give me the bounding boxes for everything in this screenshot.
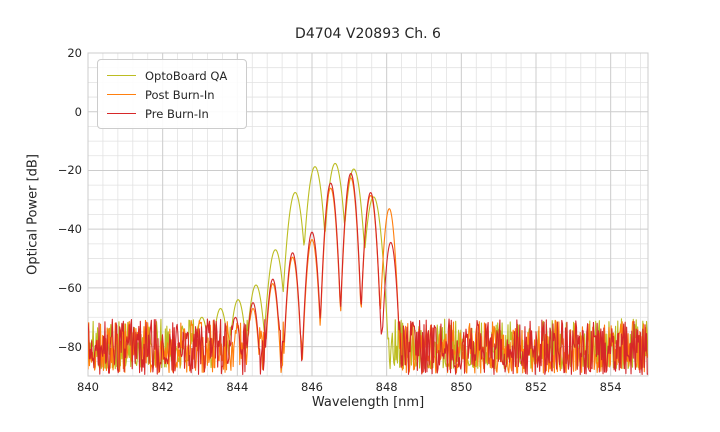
legend-label-optoboard-qa: OptoBoard QA [145, 68, 228, 83]
legend-item-post-burn-in: Post Burn-In [107, 85, 237, 104]
y-tick-label: −20 [57, 163, 82, 178]
x-tick-label: 844 [226, 380, 249, 394]
y-tick-label: −40 [57, 222, 82, 237]
x-tick-label: 848 [375, 380, 398, 394]
y-tick-label: −80 [57, 339, 82, 354]
x-axis-label: Wavelength [nm] [311, 395, 425, 410]
legend-line-sample-optoboard-qa [107, 75, 136, 76]
y-axis-label: Optical Power [dB] [25, 154, 41, 275]
x-tick-label: 852 [525, 380, 547, 394]
y-tick-label: 20 [67, 46, 82, 60]
x-tick-label: 850 [450, 380, 473, 394]
x-tick-label: 846 [301, 380, 323, 394]
legend-line-sample-post-burn-in [107, 94, 136, 95]
legend-item-optoboard-qa: OptoBoard QA [107, 66, 237, 85]
chart-title: D4704 V20893 Ch. 6 [295, 26, 441, 42]
y-tick-label: 0 [74, 104, 82, 119]
x-tick-label: 854 [599, 380, 622, 394]
legend: OptoBoard QA Post Burn-In Pre Burn-In [97, 59, 247, 129]
x-tick-label: 840 [77, 380, 99, 394]
legend-line-sample-pre-burn-in [107, 113, 136, 114]
legend-label-pre-burn-in: Pre Burn-In [145, 106, 209, 121]
legend-item-pre-burn-in: Pre Burn-In [107, 104, 237, 123]
x-tick-label: 842 [151, 380, 174, 394]
legend-label-post-burn-in: Post Burn-In [145, 87, 215, 102]
y-tick-label: −60 [57, 280, 82, 295]
